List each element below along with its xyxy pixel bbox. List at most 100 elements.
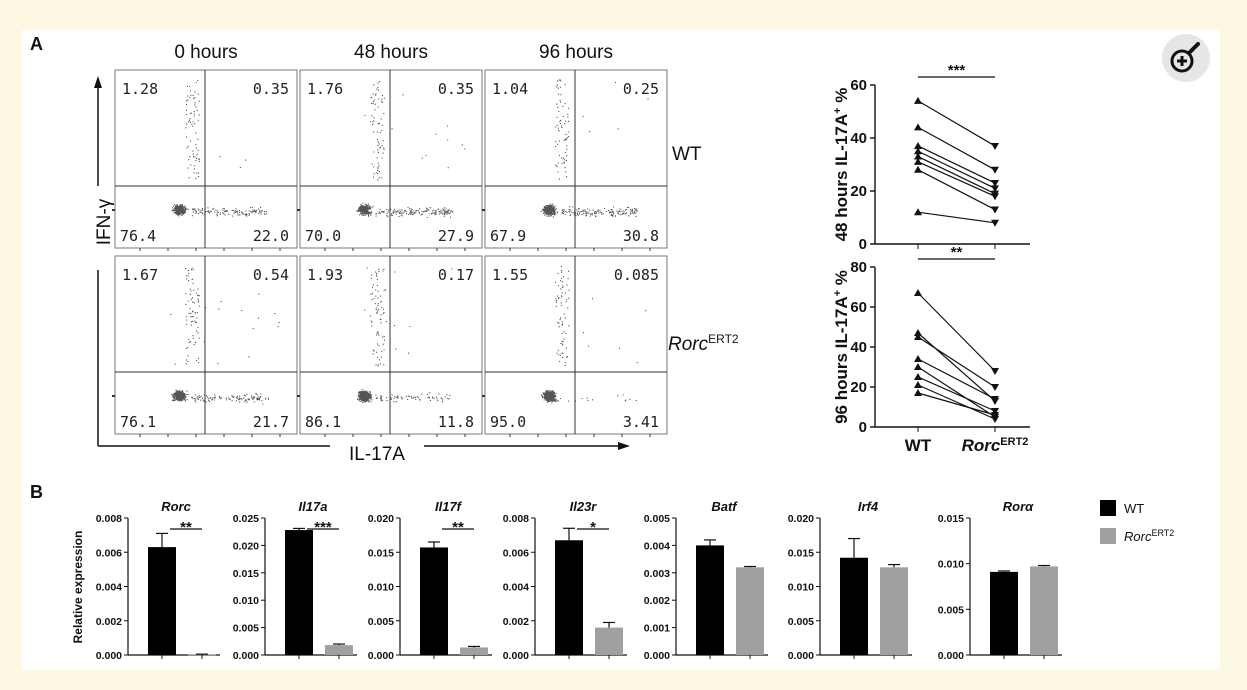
quadrant-lower-left-value: 76.4 (120, 227, 156, 245)
quadrant-lower-right-value: 22.0 (253, 227, 289, 245)
rorc-point (991, 185, 999, 193)
y-tick-label: 0.004 (96, 582, 122, 594)
y-tick-label: 0.000 (233, 650, 259, 662)
plot-frame (299, 69, 483, 249)
bar (595, 627, 623, 655)
plot-frame (114, 69, 298, 249)
y-tick-label: 0.005 (233, 623, 259, 635)
time-header: 48 hours (354, 42, 428, 63)
bar (188, 654, 216, 656)
pair-line (917, 392, 996, 416)
y-tick-label: 0.008 (96, 513, 122, 525)
y-tick-label: 0.002 (503, 616, 529, 628)
y-axis-label: 48 hours IL-17A+ % (832, 88, 851, 242)
quadrant-upper-right-value: 0.35 (438, 80, 474, 98)
flow-plot: 1.04 0.25 67.9 30.8 (482, 69, 668, 251)
flow-plot: 1.67 0.54 76.1 21.7 (112, 255, 298, 437)
wt-point (914, 355, 922, 362)
y-tick-label: 0.008 (503, 513, 529, 525)
legend-swatch (1100, 500, 1116, 516)
rorc-point (991, 166, 999, 174)
y-tick-label: 0.004 (644, 540, 670, 552)
wt-point (914, 141, 922, 149)
y-axis-label: IFN-γ (94, 198, 115, 245)
quadrant-lower-right-value: 3.41 (623, 413, 659, 431)
wt-point (914, 123, 922, 131)
y-tick-label: 0.004 (503, 582, 529, 594)
panel-b-label: B (30, 482, 43, 502)
quadrant-upper-right-value: 0.085 (614, 266, 659, 284)
gene-title: Rorc (161, 499, 191, 514)
significance-marker: *** (314, 519, 332, 536)
quadrant-upper-right-value: 0.35 (253, 80, 289, 98)
y-tick-label: 0.025 (233, 513, 259, 525)
y-tick-label: 60 (850, 77, 867, 94)
row-label-main: Rorc (668, 334, 709, 355)
bar-panel: 0.000 0.005 0.010 0.015 0.020 Irf4 (788, 499, 912, 662)
y-tick-label: 0.015 (233, 568, 259, 580)
y-tick-label: 0.002 (644, 595, 670, 607)
quadrant-upper-left-value: 1.67 (122, 266, 158, 284)
pair-line (917, 292, 996, 372)
pair-line (917, 161, 996, 197)
legend-label-superscript: ERT2 (1151, 528, 1174, 538)
x-category-superscript: ERT2 (1000, 436, 1028, 448)
rorc-point (991, 219, 999, 227)
bar (736, 567, 764, 655)
quadrant-upper-right-value: 0.54 (253, 266, 289, 284)
time-header: 96 hours (539, 42, 613, 63)
gene-title: Batf (711, 499, 738, 514)
pair-line (917, 126, 996, 171)
bar-panel: 0.000 0.005 0.010 0.015 Rorα (938, 499, 1062, 662)
significance-marker: * (590, 519, 596, 536)
pair-line (917, 100, 996, 147)
pair-line (917, 336, 996, 388)
legend: WT RorcERT2 (1100, 500, 1174, 544)
y-axis-label-superscript: + (832, 290, 844, 296)
pair-line (917, 150, 996, 189)
flow-plot: 1.28 0.35 76.4 22.0 (112, 69, 298, 251)
scatter-events (540, 265, 647, 404)
y-tick-label: 0.000 (938, 650, 964, 662)
pair-line (917, 211, 996, 224)
y-tick-label: 0.020 (233, 540, 259, 552)
pair-line (917, 384, 996, 420)
wt-point (914, 165, 922, 173)
gene-title: Il17f (435, 499, 463, 514)
y-tick-label: 0.010 (788, 582, 814, 594)
y-tick-label: 0.000 (788, 650, 814, 662)
gene-title: Rorα (1003, 499, 1034, 514)
y-axis-label: Relative expression (71, 531, 85, 644)
rorc-point (991, 142, 999, 150)
pair-line (917, 358, 996, 400)
bar (460, 647, 488, 655)
pair-line (917, 376, 996, 412)
rorc-point (991, 408, 999, 415)
y-tick-label: 0.005 (368, 616, 394, 628)
scatter-events (356, 80, 466, 219)
bar-panel: 0.000 0.005 0.010 0.015 0.020 0.025 Il17a *** (233, 499, 357, 662)
y-tick-label: 0.006 (96, 547, 122, 559)
paired-plot: 0 20 40 60 80 ** 96 hours IL-17A+ % (832, 244, 1030, 436)
y-axis-label-suffix: % (832, 270, 851, 290)
y-axis-label: 96 hours IL-17A+ % (832, 270, 851, 424)
scatter-events (170, 267, 280, 405)
quadrant-lower-right-value: 11.8 (438, 413, 474, 431)
quadrant-upper-right-value: 0.17 (438, 266, 474, 284)
time-header: 0 hours (174, 42, 237, 63)
y-tick-label: 0.006 (503, 547, 529, 559)
quadrant-lower-right-value: 27.9 (438, 227, 474, 245)
pair-line (917, 366, 996, 418)
y-tick-label: 0 (859, 236, 867, 253)
rorc-point (991, 193, 999, 201)
pair-line (917, 145, 996, 184)
zoom-button[interactable] (1162, 34, 1210, 82)
quadrant-upper-left-value: 1.55 (492, 266, 528, 284)
legend-swatch (1100, 528, 1116, 544)
y-tick-label: 40 (850, 339, 867, 356)
bar (696, 545, 724, 655)
significance-marker: ** (452, 519, 464, 536)
quadrant-upper-right-value: 0.25 (623, 80, 659, 98)
